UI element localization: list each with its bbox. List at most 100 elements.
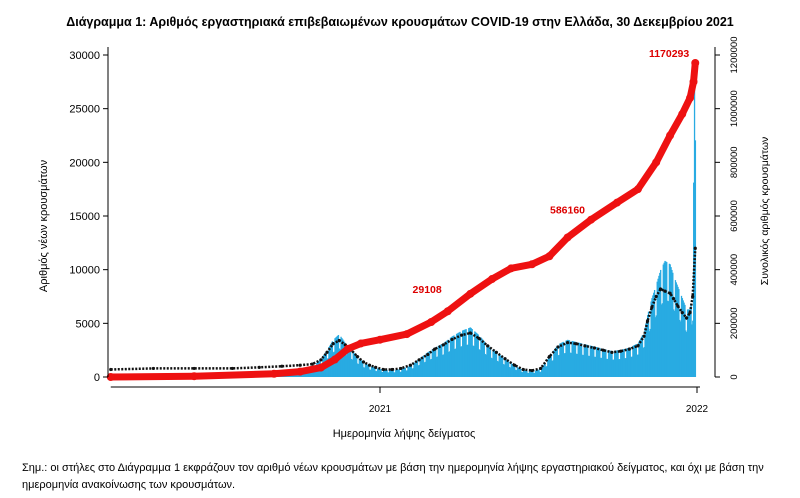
new-cases-bar	[457, 332, 459, 377]
new-cases-bar	[458, 332, 460, 377]
new-cases-bar	[447, 339, 449, 377]
new-cases-bar	[369, 369, 371, 377]
y-tick-label-left: 25000	[69, 104, 100, 116]
moving-average-point	[671, 297, 676, 301]
new-cases-bar	[541, 366, 544, 377]
annotations-layer: 29108 586160 1170293	[413, 48, 690, 296]
new-cases-bar	[674, 280, 677, 377]
new-cases-bar	[552, 360, 554, 377]
new-cases-bar	[609, 350, 611, 377]
new-cases-bar	[673, 309, 675, 377]
new-cases-bar	[545, 366, 547, 377]
new-cases-bar	[490, 357, 492, 377]
new-cases-bar	[345, 355, 347, 377]
new-cases-bar	[509, 367, 512, 377]
new-cases-bar	[379, 368, 381, 377]
new-cases-bar	[446, 340, 448, 377]
new-cases-bar	[412, 368, 414, 377]
new-cases-bar	[400, 371, 402, 377]
new-cases-bar	[513, 365, 515, 377]
new-cases-bar	[585, 344, 587, 377]
new-cases-bar	[559, 343, 561, 377]
new-cases-bar	[578, 342, 580, 377]
new-cases-bar	[386, 369, 388, 377]
new-cases-bar	[445, 341, 447, 377]
new-cases-bar	[529, 371, 532, 377]
moving-average-point	[280, 364, 284, 368]
new-cases-bar	[396, 369, 398, 377]
cumulative-point	[427, 317, 436, 326]
new-cases-bar	[459, 331, 461, 377]
new-cases-bar	[538, 369, 540, 377]
y-tick-label-right: 0	[729, 374, 740, 379]
cumulative-point	[545, 252, 554, 261]
new-cases-bar	[451, 336, 453, 377]
figure-note: Σημ.: οι στήλες στο Διάγραμμα 1 εκφράζου…	[22, 462, 764, 491]
moving-average-point	[426, 352, 430, 357]
new-cases-bar	[466, 344, 468, 377]
moving-average-point	[450, 337, 454, 342]
new-cases-bar	[567, 340, 570, 377]
new-cases-bar	[533, 372, 535, 377]
moving-average-point	[494, 350, 498, 354]
new-cases-bar	[530, 371, 532, 377]
new-cases-bar	[415, 361, 417, 377]
cumulative-line	[107, 59, 699, 381]
new-cases-bar	[413, 363, 415, 377]
new-cases-bar	[565, 340, 567, 377]
moving-average-point	[556, 345, 560, 349]
new-cases-bar	[354, 353, 356, 377]
new-cases-bar	[368, 365, 370, 377]
new-cases-bar	[398, 369, 400, 377]
new-cases-bar	[663, 262, 665, 377]
x-tick-label: 2021	[369, 404, 392, 415]
new-cases-bar	[679, 319, 681, 377]
new-cases-bar	[536, 370, 538, 377]
moving-average-point	[503, 357, 507, 361]
moving-average-point	[417, 358, 421, 362]
new-cases-bar	[404, 367, 406, 377]
new-cases-bar	[638, 341, 640, 377]
new-cases-bar	[607, 350, 610, 377]
new-cases-bar	[659, 272, 661, 377]
new-cases-bar	[418, 364, 420, 377]
moving-average-line	[110, 248, 697, 372]
new-cases-bar	[374, 367, 376, 377]
new-cases-bar	[382, 369, 385, 377]
new-cases-bar	[303, 372, 305, 377]
new-cases-bar	[542, 365, 545, 377]
y-tick-label-left: 15000	[69, 211, 100, 223]
new-cases-bar	[664, 260, 666, 377]
new-cases-bar	[639, 339, 641, 377]
moving-average-point	[547, 355, 551, 359]
new-cases-bar	[562, 341, 565, 377]
new-cases-bar	[508, 367, 511, 377]
new-cases-bar	[405, 370, 407, 377]
cumulative-point	[527, 260, 536, 269]
new-cases-bar	[391, 370, 393, 377]
new-cases-bar	[636, 354, 638, 377]
new-cases-bar	[517, 367, 519, 377]
new-cases-bar	[440, 344, 442, 377]
new-cases-bar	[523, 370, 525, 377]
new-cases-bar	[467, 344, 469, 377]
moving-average-point	[257, 365, 261, 369]
new-cases-bar	[600, 357, 602, 377]
new-cases-bar	[537, 369, 539, 377]
new-cases-bar	[569, 352, 571, 377]
new-cases-bar	[347, 346, 349, 377]
new-cases-bar	[605, 349, 607, 377]
new-cases-bar	[441, 344, 443, 377]
new-cases-bar	[587, 344, 589, 377]
new-cases-bar	[369, 369, 372, 377]
new-cases-bar	[395, 369, 397, 377]
new-cases-bar	[296, 373, 299, 377]
new-cases-bar	[507, 360, 509, 377]
new-cases-bar	[554, 348, 557, 377]
new-cases-bar	[660, 304, 663, 377]
new-cases-bar	[380, 369, 382, 377]
new-cases-bar	[619, 359, 621, 377]
new-cases-bar	[678, 289, 680, 377]
moving-average-point	[337, 338, 341, 343]
new-cases-bar	[482, 340, 485, 377]
